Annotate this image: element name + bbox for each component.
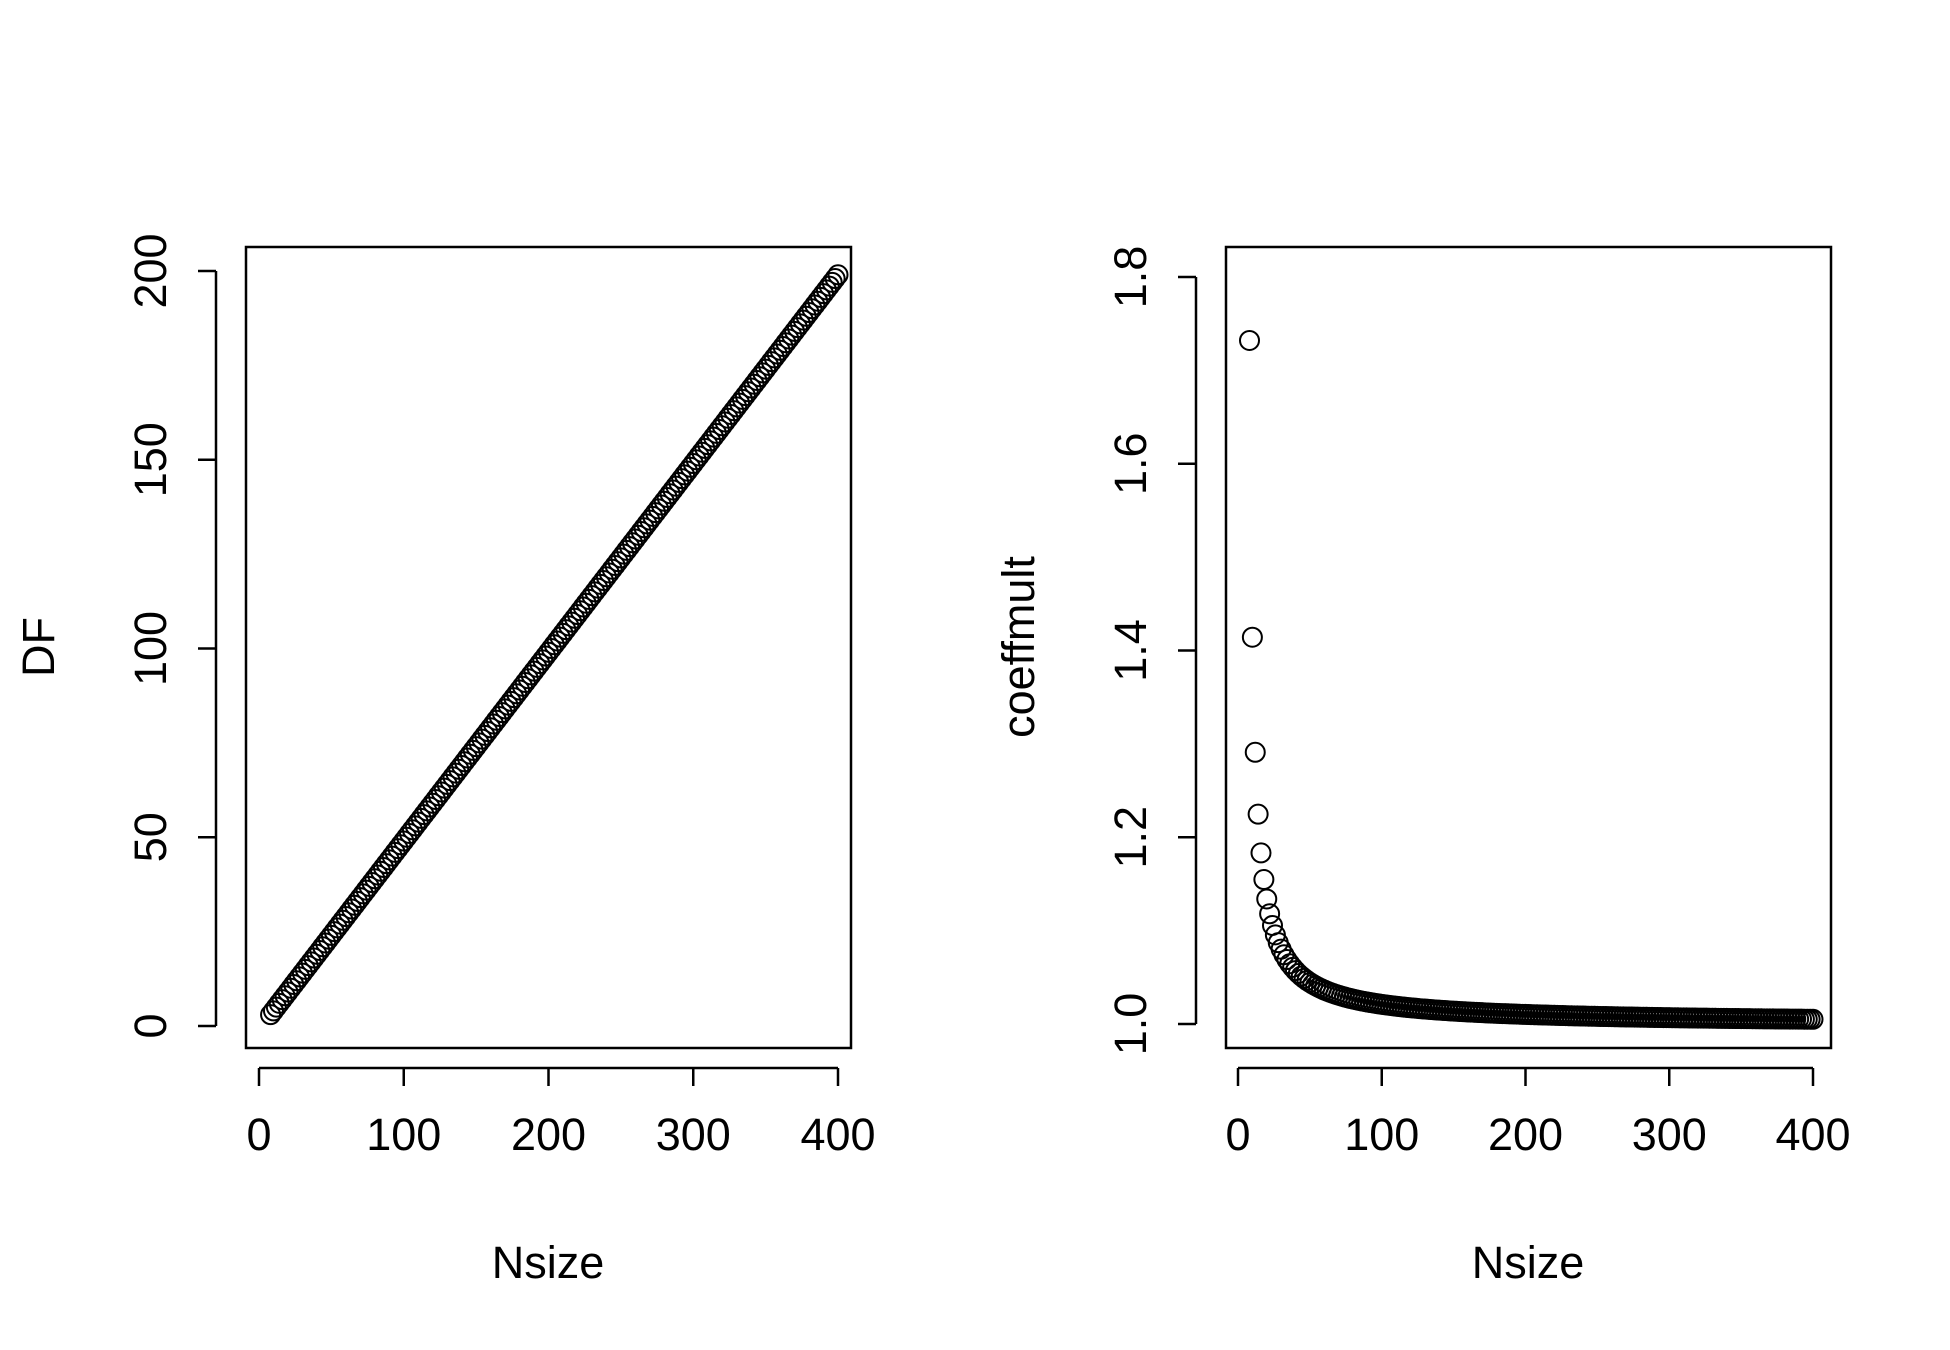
right-data-point [1259, 903, 1281, 925]
right-data-point [1247, 803, 1269, 825]
right-y-axis: 1.0 1.2 1.4 1.6 1.8 [1105, 246, 1198, 1056]
left-x-tick-label: 0 [246, 1109, 271, 1160]
right-x-tick-label: 200 [1488, 1109, 1563, 1160]
right-points [1239, 329, 1824, 1030]
right-x-axis-title: Nsize [1472, 1237, 1585, 1288]
right-x-tick-label: 0 [1225, 1109, 1250, 1160]
right-plot-frame [1224, 245, 1833, 1050]
left-x-tick-label: 400 [800, 1109, 875, 1160]
right-y-tick-label: 1.8 [1105, 246, 1156, 309]
left-y-tick-label: 100 [125, 611, 176, 686]
left-y-axis-title: DF [13, 617, 64, 677]
right-y-tick-label: 1.2 [1105, 806, 1156, 869]
right-data-point [1241, 626, 1263, 648]
left-y-tick-label: 150 [125, 422, 176, 497]
left-x-tick-label: 100 [366, 1109, 441, 1160]
left-plot-frame [244, 245, 853, 1050]
right-y-tick-label: 1.0 [1105, 993, 1156, 1056]
left-points [260, 264, 849, 1026]
right-data-point [1244, 741, 1266, 763]
right-x-tick-label: 100 [1344, 1109, 1419, 1160]
left-y-tick-label: 200 [125, 233, 176, 308]
left-x-axis-title: Nsize [492, 1237, 605, 1288]
right-x-tick-label: 400 [1775, 1109, 1850, 1160]
left-data-point [824, 268, 846, 290]
left-x-axis: 0 100 200 300 400 [246, 1066, 876, 1160]
right-data-point [1256, 888, 1278, 910]
left-x-tick-label: 300 [656, 1109, 731, 1160]
right-y-tick-label: 1.4 [1105, 619, 1156, 682]
left-y-tick-label: 0 [125, 1013, 176, 1038]
right-y-axis-title: coeffmult [993, 556, 1044, 738]
right-x-tick-label: 300 [1632, 1109, 1707, 1160]
left-x-tick-label: 200 [511, 1109, 586, 1160]
left-y-tick-label: 50 [125, 812, 176, 862]
right-y-tick-label: 1.6 [1105, 432, 1156, 495]
right-x-axis: 0 100 200 300 400 [1225, 1066, 1851, 1160]
right-data-point [1802, 1008, 1824, 1030]
left-panel: 0 100 200 300 400 0 50 100 150 200 Nsize DF [13, 233, 876, 1288]
left-data-point [821, 271, 843, 293]
left-data-point [827, 264, 849, 286]
right-data-point [1239, 329, 1260, 351]
right-panel: 0 100 200 300 400 1.0 1.2 1.4 1.6 1.8 Nsize coef… [993, 246, 1851, 1288]
right-data-point [1250, 842, 1272, 864]
left-y-axis: 0 50 100 150 200 [125, 233, 218, 1039]
